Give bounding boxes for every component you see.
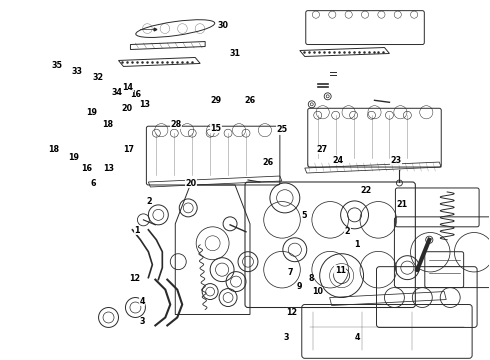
- Text: 13: 13: [140, 100, 150, 109]
- Text: 19: 19: [86, 108, 97, 117]
- Text: 21: 21: [396, 200, 408, 209]
- Text: 4: 4: [140, 297, 145, 306]
- Text: 15: 15: [210, 123, 221, 132]
- Text: 9: 9: [297, 282, 303, 291]
- Text: 2: 2: [344, 228, 350, 237]
- Text: 32: 32: [92, 73, 103, 82]
- Text: 30: 30: [218, 21, 228, 30]
- Text: 20: 20: [122, 104, 132, 113]
- Text: 26: 26: [245, 96, 255, 105]
- Text: 31: 31: [230, 49, 241, 58]
- Text: 13: 13: [103, 164, 114, 173]
- Text: 23: 23: [391, 156, 402, 165]
- Text: 26: 26: [263, 158, 274, 167]
- Text: 11: 11: [335, 266, 345, 275]
- Text: 24: 24: [332, 156, 343, 165]
- Text: 6: 6: [91, 179, 96, 188]
- Text: 7: 7: [287, 268, 293, 277]
- Text: 16: 16: [130, 90, 141, 99]
- Text: 18: 18: [48, 145, 59, 154]
- Text: 4: 4: [355, 333, 360, 342]
- Text: 1: 1: [355, 240, 360, 249]
- Text: 12: 12: [129, 274, 140, 283]
- Text: 17: 17: [123, 145, 134, 154]
- Text: 8: 8: [308, 274, 314, 283]
- Text: 2: 2: [147, 197, 152, 206]
- Text: 14: 14: [122, 83, 133, 92]
- Text: 33: 33: [71, 67, 82, 76]
- Text: 10: 10: [312, 287, 323, 296]
- Text: 22: 22: [361, 186, 372, 195]
- Text: 27: 27: [317, 145, 328, 154]
- Text: 5: 5: [302, 211, 307, 220]
- Text: 16: 16: [81, 164, 92, 173]
- Text: 18: 18: [102, 120, 113, 129]
- Text: 34: 34: [112, 87, 122, 96]
- Text: 12: 12: [287, 308, 298, 317]
- Text: 1: 1: [135, 226, 140, 235]
- Text: 20: 20: [186, 179, 197, 188]
- Text: 19: 19: [68, 153, 79, 162]
- Text: 3: 3: [283, 333, 289, 342]
- Text: 35: 35: [51, 61, 63, 70]
- Text: 29: 29: [210, 96, 221, 105]
- Text: 28: 28: [170, 120, 181, 129]
- Text: 25: 25: [276, 125, 287, 134]
- Text: 3: 3: [140, 317, 145, 326]
